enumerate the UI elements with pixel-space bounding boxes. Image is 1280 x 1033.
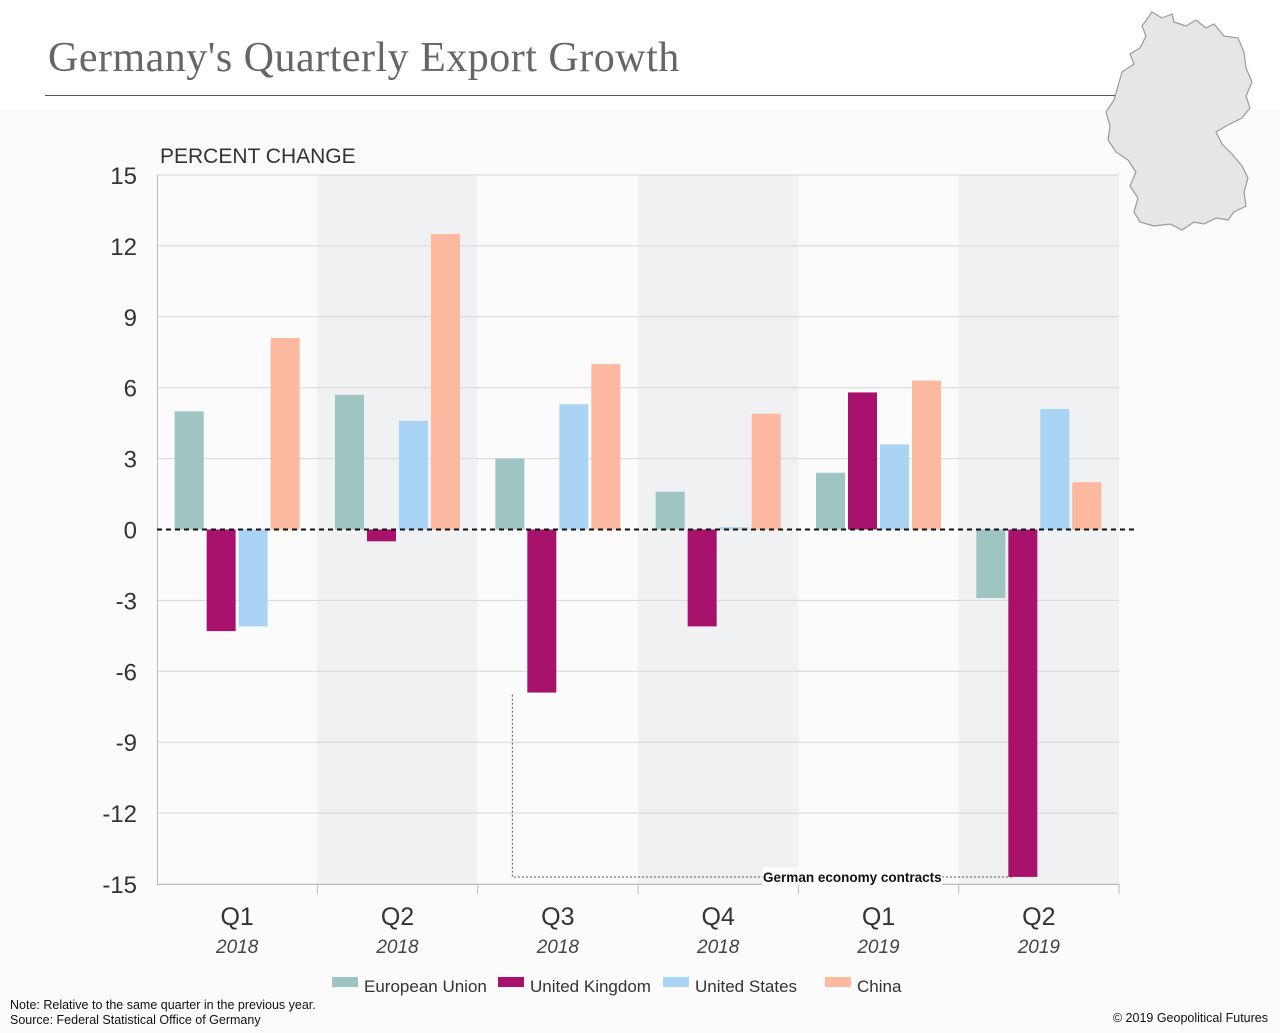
chart-source: Source: Federal Statistical Office of Ge… [10, 1013, 261, 1027]
bar-china-5 [1072, 482, 1102, 530]
legend-label: United Kingdom [530, 977, 651, 996]
copyright: © 2019 Geopolitical Futures [1112, 1011, 1268, 1025]
x-year-label: 2018 [215, 937, 259, 958]
legend-label: China [857, 977, 902, 996]
annotation-bracket [511, 694, 1013, 878]
legend-swatch-european-union [332, 977, 358, 987]
bar-united-kingdom-1 [367, 529, 396, 542]
y-tick-label: 0 [124, 518, 137, 545]
legend-label: United States [695, 977, 797, 996]
bar-united-states-5 [1040, 408, 1070, 530]
bar-european-union-0 [174, 411, 204, 530]
y-tick-label: 6 [124, 376, 137, 403]
bar-united-states-3 [719, 527, 749, 530]
legend-swatch-united-kingdom [498, 977, 524, 987]
y-tick-label: -9 [116, 730, 137, 757]
y-tick-label: -6 [116, 659, 137, 686]
bar-united-kingdom-0 [206, 529, 236, 632]
bar-european-union-1 [335, 394, 364, 530]
y-tick-label: -12 [102, 801, 137, 828]
x-year-label: 2018 [375, 937, 419, 958]
bar-united-kingdom-2 [527, 529, 557, 693]
y-axis-label: PERCENT CHANGE [160, 145, 356, 168]
y-tick-label: 12 [110, 234, 137, 261]
bar-china-4 [912, 380, 941, 530]
legend-swatch-united-states [663, 977, 689, 987]
x-category-label: Q3 [541, 903, 574, 931]
bar-china-3 [751, 413, 781, 530]
legend-swatch-china [825, 977, 851, 987]
bar-united-kingdom-4 [848, 392, 877, 530]
x-category-label: Q2 [1022, 903, 1055, 931]
x-category-label: Q1 [220, 903, 253, 931]
y-tick-label: 3 [124, 447, 137, 474]
y-tick-label: -15 [102, 872, 137, 899]
x-year-label: 2018 [696, 937, 740, 958]
bar-european-union-3 [655, 491, 685, 530]
bar-united-kingdom-3 [687, 529, 717, 627]
x-year-label: 2019 [1017, 937, 1061, 958]
bar-united-kingdom-5 [1008, 529, 1038, 877]
x-category-label: Q4 [701, 903, 734, 931]
title-divider [45, 95, 1125, 96]
legend-label: European Union [364, 977, 487, 996]
annotation-label-bg [762, 867, 943, 885]
y-tick-label: 9 [124, 305, 137, 332]
annotation-label: German economy contracts [763, 870, 942, 885]
y-tick-label: -3 [116, 588, 137, 615]
bar-european-union-4 [816, 472, 845, 530]
x-category-label: Q2 [381, 903, 414, 931]
page-title: Germany's Quarterly Export Growth [48, 35, 680, 81]
bar-united-states-0 [238, 529, 268, 627]
bar-european-union-2 [495, 458, 525, 530]
x-year-label: 2019 [856, 937, 900, 958]
y-tick-label: 15 [110, 163, 137, 190]
bar-european-union-5 [976, 529, 1006, 599]
bar-china-2 [591, 364, 621, 530]
chart-note: Note: Relative to the same quarter in th… [10, 998, 316, 1012]
bar-united-states-4 [880, 444, 909, 530]
bar-united-states-2 [559, 404, 589, 530]
x-category-label: Q1 [862, 903, 895, 931]
bar-china-1 [431, 234, 460, 530]
germany-map-icon [1105, 11, 1253, 231]
bar-united-states-1 [399, 420, 428, 530]
x-year-label: 2018 [536, 937, 580, 958]
bar-china-0 [270, 338, 300, 530]
